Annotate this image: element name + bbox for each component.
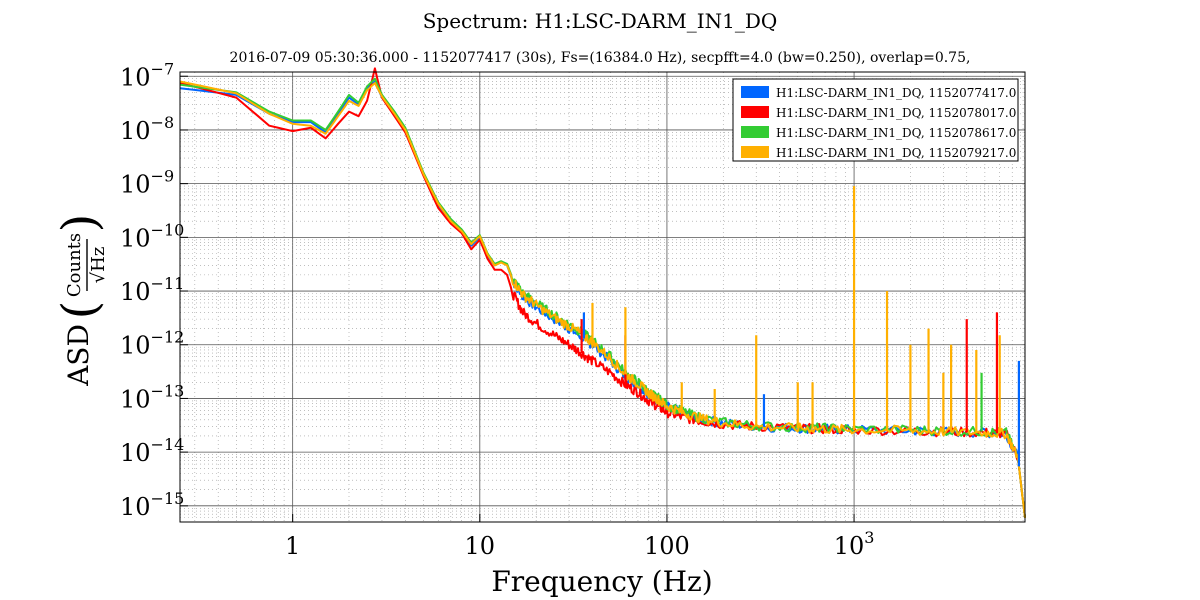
- legend-swatch: [741, 86, 769, 98]
- x-tick-label: 1: [285, 532, 300, 560]
- x-tick-label: 100: [644, 532, 690, 560]
- series-line-3: [179, 80, 1026, 518]
- legend-swatch: [741, 126, 769, 138]
- legend-swatch: [741, 146, 769, 158]
- y-tick-label: 10−10: [120, 220, 184, 252]
- chart-subtitle: 2016-07-09 05:30:36.000 - 1152077417 (30…: [230, 50, 971, 66]
- x-axis-label: Frequency (Hz): [491, 565, 712, 598]
- plot-frame: [179, 71, 1026, 523]
- y-tick-label: 10−9: [120, 167, 174, 199]
- y-tick-label: 10−12: [120, 328, 184, 360]
- y-tick-label: 10−14: [120, 435, 184, 467]
- y-tick-label: 10−15: [120, 489, 184, 521]
- y-tick-label: 10−8: [120, 113, 174, 145]
- y-axis-label-numerator: Counts: [64, 233, 85, 297]
- legend-label: H1:LSC-DARM_IN1_DQ, 1152078617.0: [776, 126, 1016, 140]
- legend-label: H1:LSC-DARM_IN1_DQ, 1152079217.0: [776, 146, 1016, 160]
- y-tick-label: 10−11: [120, 274, 184, 306]
- legend-label: H1:LSC-DARM_IN1_DQ, 1152077417.0: [776, 86, 1016, 100]
- y-axis-label-open-paren: (: [52, 301, 108, 320]
- y-axis-label-denominator: √Hz: [88, 247, 109, 284]
- legend: H1:LSC-DARM_IN1_DQ, 1152077417.0 H1:LSC-D…: [732, 78, 1019, 162]
- legend-box: [732, 78, 1019, 162]
- chart-title: Spectrum: H1:LSC-DARM_IN1_DQ: [423, 9, 778, 33]
- legend-label: H1:LSC-DARM_IN1_DQ, 1152078017.0: [776, 106, 1016, 120]
- y-axis-label: ASD ( Counts √Hz ): [52, 214, 109, 387]
- y-tick-label: 10−13: [120, 381, 184, 413]
- legend-swatch: [741, 106, 769, 118]
- y-axis-label-prefix: ASD: [62, 324, 95, 387]
- y-tick-label: 10−7: [120, 59, 174, 91]
- x-tick-label: 10: [465, 532, 496, 560]
- y-axis-label-close-paren: ): [52, 214, 108, 233]
- x-tick-label: 103: [834, 528, 875, 560]
- series-layer: [179, 67, 1026, 518]
